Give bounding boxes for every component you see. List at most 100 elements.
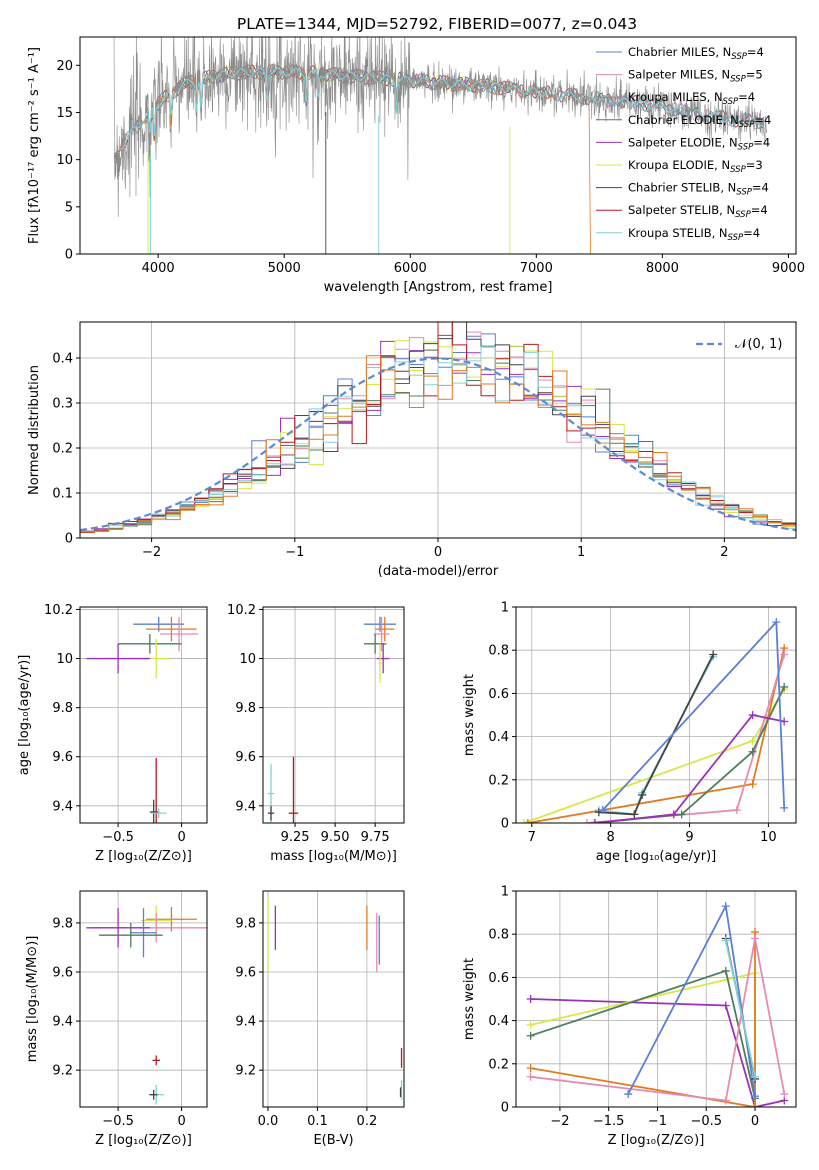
x-tick-label: 9.25: [281, 830, 310, 845]
axes-frame: −2 −1 0 1 2 0 0.1 0.2 0.3 0.4 (data-model)/error No…: [27, 321, 797, 579]
x-axis-label: Z [log₁₀(Z/Z⊙)]: [95, 1133, 192, 1148]
mass-weight-marker: [780, 650, 789, 659]
x-tick-label: 4000: [142, 261, 175, 276]
kroupa-stelib-spectrum-line: [113, 67, 763, 152]
mass-weight-marker: [638, 790, 647, 799]
x-tick-label: 9000: [772, 261, 805, 276]
mass-weight-marker: [526, 1031, 535, 1040]
y-tick-label: 9.6: [235, 966, 256, 981]
mass-weight-marker: [709, 650, 718, 659]
mass-weight-marker: [526, 1072, 535, 1081]
mass-weight-marker: [677, 810, 686, 819]
axes-border: [515, 606, 797, 824]
mass-weight-marker: [732, 806, 741, 815]
y-axis-label: age [log₁₀(age/yr)]: [17, 655, 32, 776]
mass-weight-marker: [780, 717, 789, 726]
mass-vs-ebv-panel: 0.0 0.1 0.2 9.2 9.4 9.6 9.8 E(B-V): [235, 890, 405, 1148]
model-spectrum-line: [113, 63, 591, 254]
legend-label: Salpeter STELIB, NSSP=4: [628, 203, 768, 220]
mass-weight-marker: [751, 934, 760, 943]
y-axis-label: Flux [fλ10⁻¹⁷ erg cm⁻² s⁻¹ A⁻¹]: [27, 47, 42, 244]
mass-weight-marker: [519, 819, 528, 823]
y-tick-label: 9.2: [52, 1064, 73, 1079]
x-tick-label: 9.75: [361, 830, 390, 845]
y-tick-label: 10: [56, 153, 73, 168]
x-tick-label: 0: [177, 1114, 185, 1129]
x-axis-label: (data-model)/error: [378, 564, 499, 579]
x-axis-label: mass [log₁₀(M/M⊙)]: [270, 849, 397, 864]
x-axis-label: Z [log₁₀(Z/Z⊙)]: [95, 849, 192, 864]
y-tick-label: 0.6: [488, 971, 509, 986]
y-tick-label: 15: [56, 106, 73, 121]
axes-frame: 0.0 0.1 0.2 9.2 9.4 9.6 9.8 E(B-V): [235, 890, 405, 1148]
legend-label: Kroupa MILES, NSSP=4: [628, 90, 755, 107]
residual-histogram: [80, 346, 796, 533]
y-tick-label: 10: [56, 652, 73, 667]
mass-weight-line: [598, 654, 715, 816]
y-tick-label: 1: [501, 885, 509, 900]
legend-label: Chabrier STELIB, NSSP=4: [628, 181, 769, 198]
mass-weight-line: [724, 940, 756, 1077]
mass-weight-marker: [780, 803, 789, 812]
x-tick-label: −1: [285, 545, 304, 560]
x-tick-label: −1.5: [593, 1114, 625, 1129]
axes-frame: 9.25 9.50 9.75 9.4 9.6 9.8 10 10.2 mass [log₁₀(M…: [227, 603, 405, 864]
mass-weight-marker: [748, 736, 757, 745]
x-axis-label: Z [log₁₀(Z/Z⊙)]: [608, 1133, 705, 1148]
x-tick-label: −0.5: [690, 1114, 722, 1129]
y-axis-label: mass weight: [462, 674, 477, 756]
y-tick-label: 0.2: [52, 442, 73, 457]
y-tick-label: 0.3: [52, 397, 73, 412]
plot-area: [267, 616, 396, 823]
mass-weight-marker: [630, 810, 639, 819]
mass-weight-marker: [721, 1001, 730, 1010]
mass-weight-marker: [748, 747, 757, 756]
mass-weight-marker: [721, 936, 730, 945]
x-tick-label: 5000: [268, 261, 301, 276]
residual-panel: −2 −1 0 1 2 0 0.1 0.2 0.3 0.4 (data-model)/error No…: [27, 321, 797, 579]
mass-weight-line: [594, 714, 785, 823]
x-tick-label: 7: [528, 830, 536, 845]
y-tick-label: 9.8: [52, 916, 73, 931]
mass-weight-marker: [582, 819, 591, 823]
mass-weight-marker: [590, 819, 599, 823]
x-tick-label: 0.1: [307, 1114, 328, 1129]
y-tick-label: 20: [56, 59, 73, 74]
x-tick-label: 0: [434, 545, 442, 560]
y-tick-label: 10.2: [227, 603, 256, 618]
y-tick-label: 0: [65, 532, 73, 547]
weight-vs-age-panel: 7 8 9 10 0 0.2 0.4 0.6 0.8 1 age [log₁₀(age/yr)] ma…: [462, 601, 797, 864]
legend-label: Chabrier ELODIE, NSSP=4: [628, 113, 771, 130]
x-axis-label: age [log₁₀(age/yr)]: [596, 849, 717, 864]
figure-title: PLATE=1344, MJD=52792, FIBERID=0077, z=0…: [237, 15, 637, 33]
spectrum-legend: Chabrier MILES, NSSP=4 Salpeter MILES, NS…: [596, 45, 771, 243]
age-vs-z-panel: −0.5 0 9.4 9.6 9.8 10 10.2 Z [log₁₀(Z/Z⊙)] age […: [17, 603, 208, 864]
y-tick-label: 0.2: [488, 1057, 509, 1072]
x-tick-label: 0: [177, 830, 185, 845]
observed-spectrum-line: [113, 37, 768, 218]
x-tick-label: −0.5: [102, 1114, 134, 1129]
y-tick-label: 9.6: [52, 750, 73, 765]
plot-area: [519, 618, 789, 823]
x-tick-label: 0: [751, 1114, 759, 1129]
x-tick-label: −1: [648, 1114, 667, 1129]
mass-weight-marker: [780, 682, 789, 691]
mass-weight-marker: [780, 1090, 789, 1099]
y-tick-label: 0: [65, 248, 73, 263]
axes-frame: 7 8 9 10 0 0.2 0.4 0.6 0.8 1 age [log₁₀(age/yr)] ma…: [462, 601, 797, 864]
legend-label: Chabrier MILES, NSSP=4: [628, 45, 764, 62]
mass-weight-marker: [751, 1092, 760, 1101]
y-tick-label: 0.4: [488, 1014, 509, 1029]
y-tick-label: 9.6: [52, 966, 73, 981]
mass-weight-marker: [526, 1020, 535, 1029]
mass-weight-marker: [772, 618, 781, 627]
plot-area: [86, 616, 199, 823]
mass-weight-marker: [721, 1096, 730, 1105]
mass-weight-marker: [721, 966, 730, 975]
mass-weight-marker: [721, 902, 730, 911]
x-tick-label: 9.50: [321, 830, 350, 845]
y-tick-label: 10.2: [44, 603, 73, 618]
y-tick-label: 0.8: [488, 644, 509, 659]
y-tick-label: 9.2: [235, 1064, 256, 1079]
